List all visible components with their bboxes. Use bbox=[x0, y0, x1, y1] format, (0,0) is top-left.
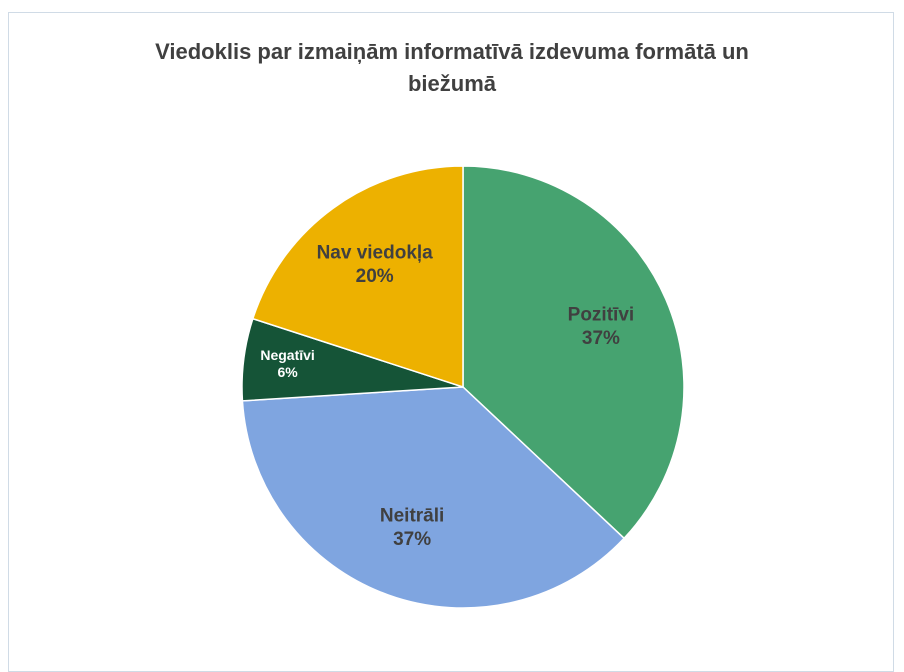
slice-value-label: 20% bbox=[356, 266, 394, 287]
slice-label: Nav viedokļa bbox=[317, 243, 434, 264]
slice-label: Pozitīvi bbox=[568, 305, 635, 326]
slice-label: Negatīvi bbox=[260, 347, 314, 363]
slice-value-label: 37% bbox=[582, 328, 620, 349]
pie-slice bbox=[241, 386, 626, 609]
chart-title: Viedoklis par izmaiņām informatīvā izdev… bbox=[155, 39, 749, 96]
slice-label: Neitrāli bbox=[380, 506, 444, 527]
pie-slice bbox=[251, 165, 464, 389]
pie-slice bbox=[462, 165, 685, 540]
slice-value-label: 37% bbox=[393, 529, 431, 550]
slice-value-label: 6% bbox=[277, 364, 298, 380]
